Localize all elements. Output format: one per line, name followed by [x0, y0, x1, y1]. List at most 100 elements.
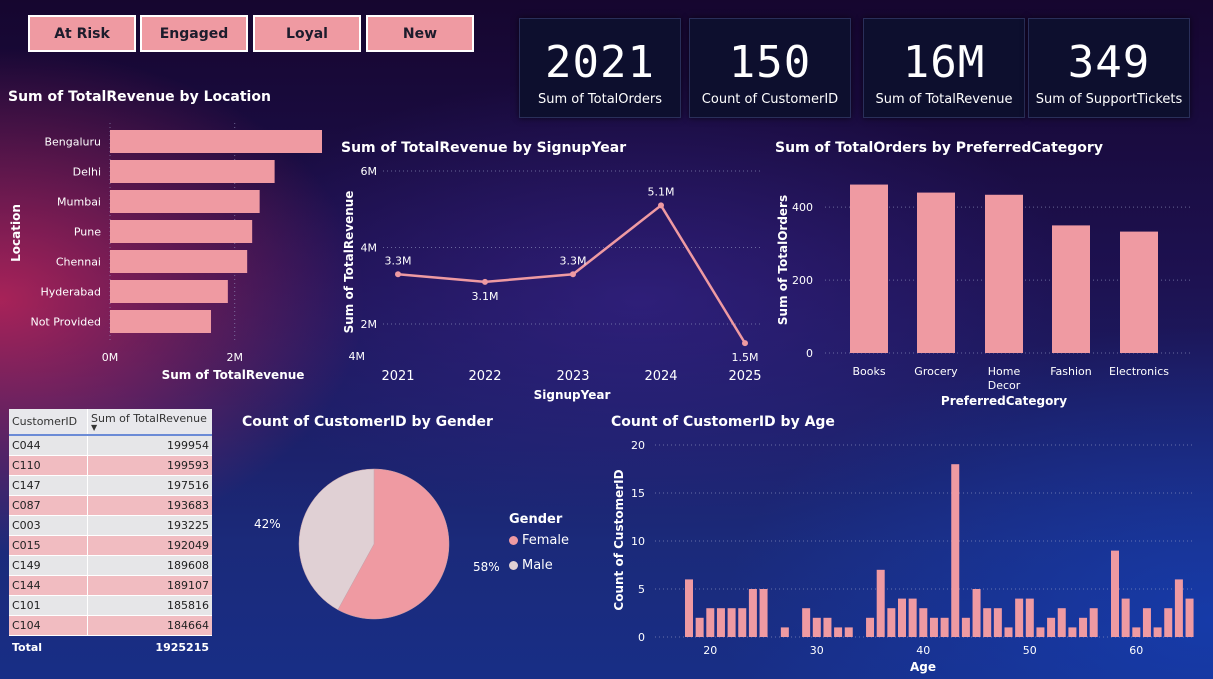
pie-slice-female [337, 468, 450, 620]
bar [685, 579, 693, 637]
table-row[interactable]: C044 199954 [9, 434, 212, 456]
tick-label: 30 [810, 644, 824, 657]
bar [1025, 598, 1034, 637]
cell-customer-id: C149 [9, 555, 88, 576]
tick-label: 40 [916, 644, 930, 657]
bar [940, 617, 949, 637]
legend-item-male[interactable]: Male [509, 558, 553, 573]
bar [834, 627, 843, 637]
bar [1004, 627, 1013, 637]
kpi-label: Sum of TotalOrders [537, 92, 663, 107]
bar [1142, 608, 1151, 637]
bar [706, 608, 715, 637]
total-value: 1925215 [87, 635, 212, 658]
cell-total-revenue: 192049 [87, 535, 212, 556]
tick-label: 0 [638, 631, 645, 644]
tick-label: 15 [631, 487, 645, 500]
table-row[interactable]: C101 185816 [9, 595, 212, 616]
tick-label: 20 [631, 439, 645, 452]
category-label: Hyderabad [41, 286, 102, 299]
segment-button-new[interactable]: New [366, 15, 474, 52]
y-axis-label: Sum of TotalRevenue [342, 191, 356, 334]
bar [1052, 225, 1090, 353]
x-axis-label: Sum of TotalRevenue [162, 368, 305, 382]
slice-label-female: 58% [473, 560, 500, 574]
table-row[interactable]: C110 199593 [9, 455, 212, 476]
bar [1164, 608, 1173, 637]
cell-total-revenue: 189608 [87, 555, 212, 576]
segment-button-loyal[interactable]: Loyal [253, 15, 361, 52]
tick-label: 2021 [381, 369, 414, 384]
table-row[interactable]: C104 184664 [9, 615, 212, 636]
cell-customer-id: C101 [9, 595, 88, 616]
bar [727, 608, 736, 637]
chart-title-revenue-by-signup-year: Sum of TotalRevenue by SignupYear [341, 140, 627, 156]
data-label: 3.3M [385, 254, 412, 267]
kpi-card-total-revenue: 16M Sum of TotalRevenue [863, 18, 1025, 118]
bar [983, 608, 992, 637]
bar [887, 608, 896, 637]
kpi-card-support-tickets: 349 Sum of SupportTickets [1028, 18, 1190, 118]
bar [908, 598, 917, 637]
bar [866, 617, 875, 637]
tick-label: 2M [226, 351, 243, 364]
bar [110, 160, 275, 183]
chart-title-orders-by-category: Sum of TotalOrders by PreferredCategory [775, 140, 1103, 156]
bar [780, 627, 789, 637]
cell-customer-id: C015 [9, 535, 88, 556]
column-header-total-revenue[interactable]: Sum of TotalRevenue ▼ [87, 409, 212, 436]
table-row[interactable]: C149 189608 [9, 555, 212, 576]
x-axis-label: PreferredCategory [941, 394, 1067, 408]
cell-total-revenue: 193683 [87, 495, 212, 516]
category-label: Bengaluru [44, 136, 101, 149]
signup-year-line-chart: 3.3M 3.1M 3.3M 5.1M 1.5M 6M 4M 2M 4M 2021 2022 202… [342, 165, 762, 402]
data-point [395, 271, 401, 278]
bar [1047, 617, 1056, 637]
table-row[interactable]: C144 189107 [9, 575, 212, 596]
table-row[interactable]: C015 192049 [9, 535, 212, 556]
column-header-customer-id[interactable]: CustomerID [9, 409, 88, 436]
cell-customer-id: C087 [9, 495, 88, 516]
data-point [570, 271, 576, 278]
data-label: 3.3M [560, 254, 587, 267]
chart-title-revenue-by-location: Sum of TotalRevenue by Location [8, 89, 271, 105]
legend-item-female[interactable]: Female [509, 533, 569, 548]
tick-label: 2024 [644, 369, 677, 384]
data-label: 5.1M [648, 185, 675, 198]
category-label: Mumbai [57, 196, 101, 209]
tick-label: 400 [792, 201, 813, 214]
bar [823, 617, 832, 637]
tick-label: Home [988, 365, 1021, 378]
table-row[interactable]: C147 197516 [9, 475, 212, 496]
bar [993, 608, 1002, 637]
segment-button-at-risk[interactable]: At Risk [28, 15, 136, 52]
bar [1120, 231, 1158, 353]
pie-slice-male [298, 468, 375, 611]
legend-label: Female [522, 533, 570, 548]
segment-button-engaged[interactable]: Engaged [140, 15, 248, 52]
table-row[interactable]: C003 193225 [9, 515, 212, 536]
kpi-value: 2021 [545, 37, 655, 88]
data-point [742, 340, 748, 347]
tick-label: 0M [102, 351, 119, 364]
column-header-label: Sum of TotalRevenue [91, 412, 207, 425]
tick-label: 5 [638, 583, 645, 596]
bar [759, 589, 768, 637]
tick-label: 60 [1129, 644, 1143, 657]
tick-label: 200 [792, 274, 813, 287]
kpi-label: Sum of TotalRevenue [875, 92, 1013, 107]
bar [110, 280, 228, 303]
kpi-card-customer-count: 150 Count of CustomerID [689, 18, 851, 118]
bar [929, 617, 938, 637]
data-label: 1.5M [732, 351, 759, 364]
chart-title-customers-by-gender: Count of CustomerID by Gender [242, 414, 493, 430]
tick-label: Fashion [1050, 365, 1092, 378]
table-row[interactable]: C087 193683 [9, 495, 212, 516]
cell-customer-id: C044 [9, 434, 88, 456]
bar [738, 608, 747, 637]
bar [110, 190, 260, 213]
bar [919, 608, 928, 637]
gender-pie-chart: 42% 58% [254, 468, 500, 620]
bar [1068, 627, 1077, 637]
